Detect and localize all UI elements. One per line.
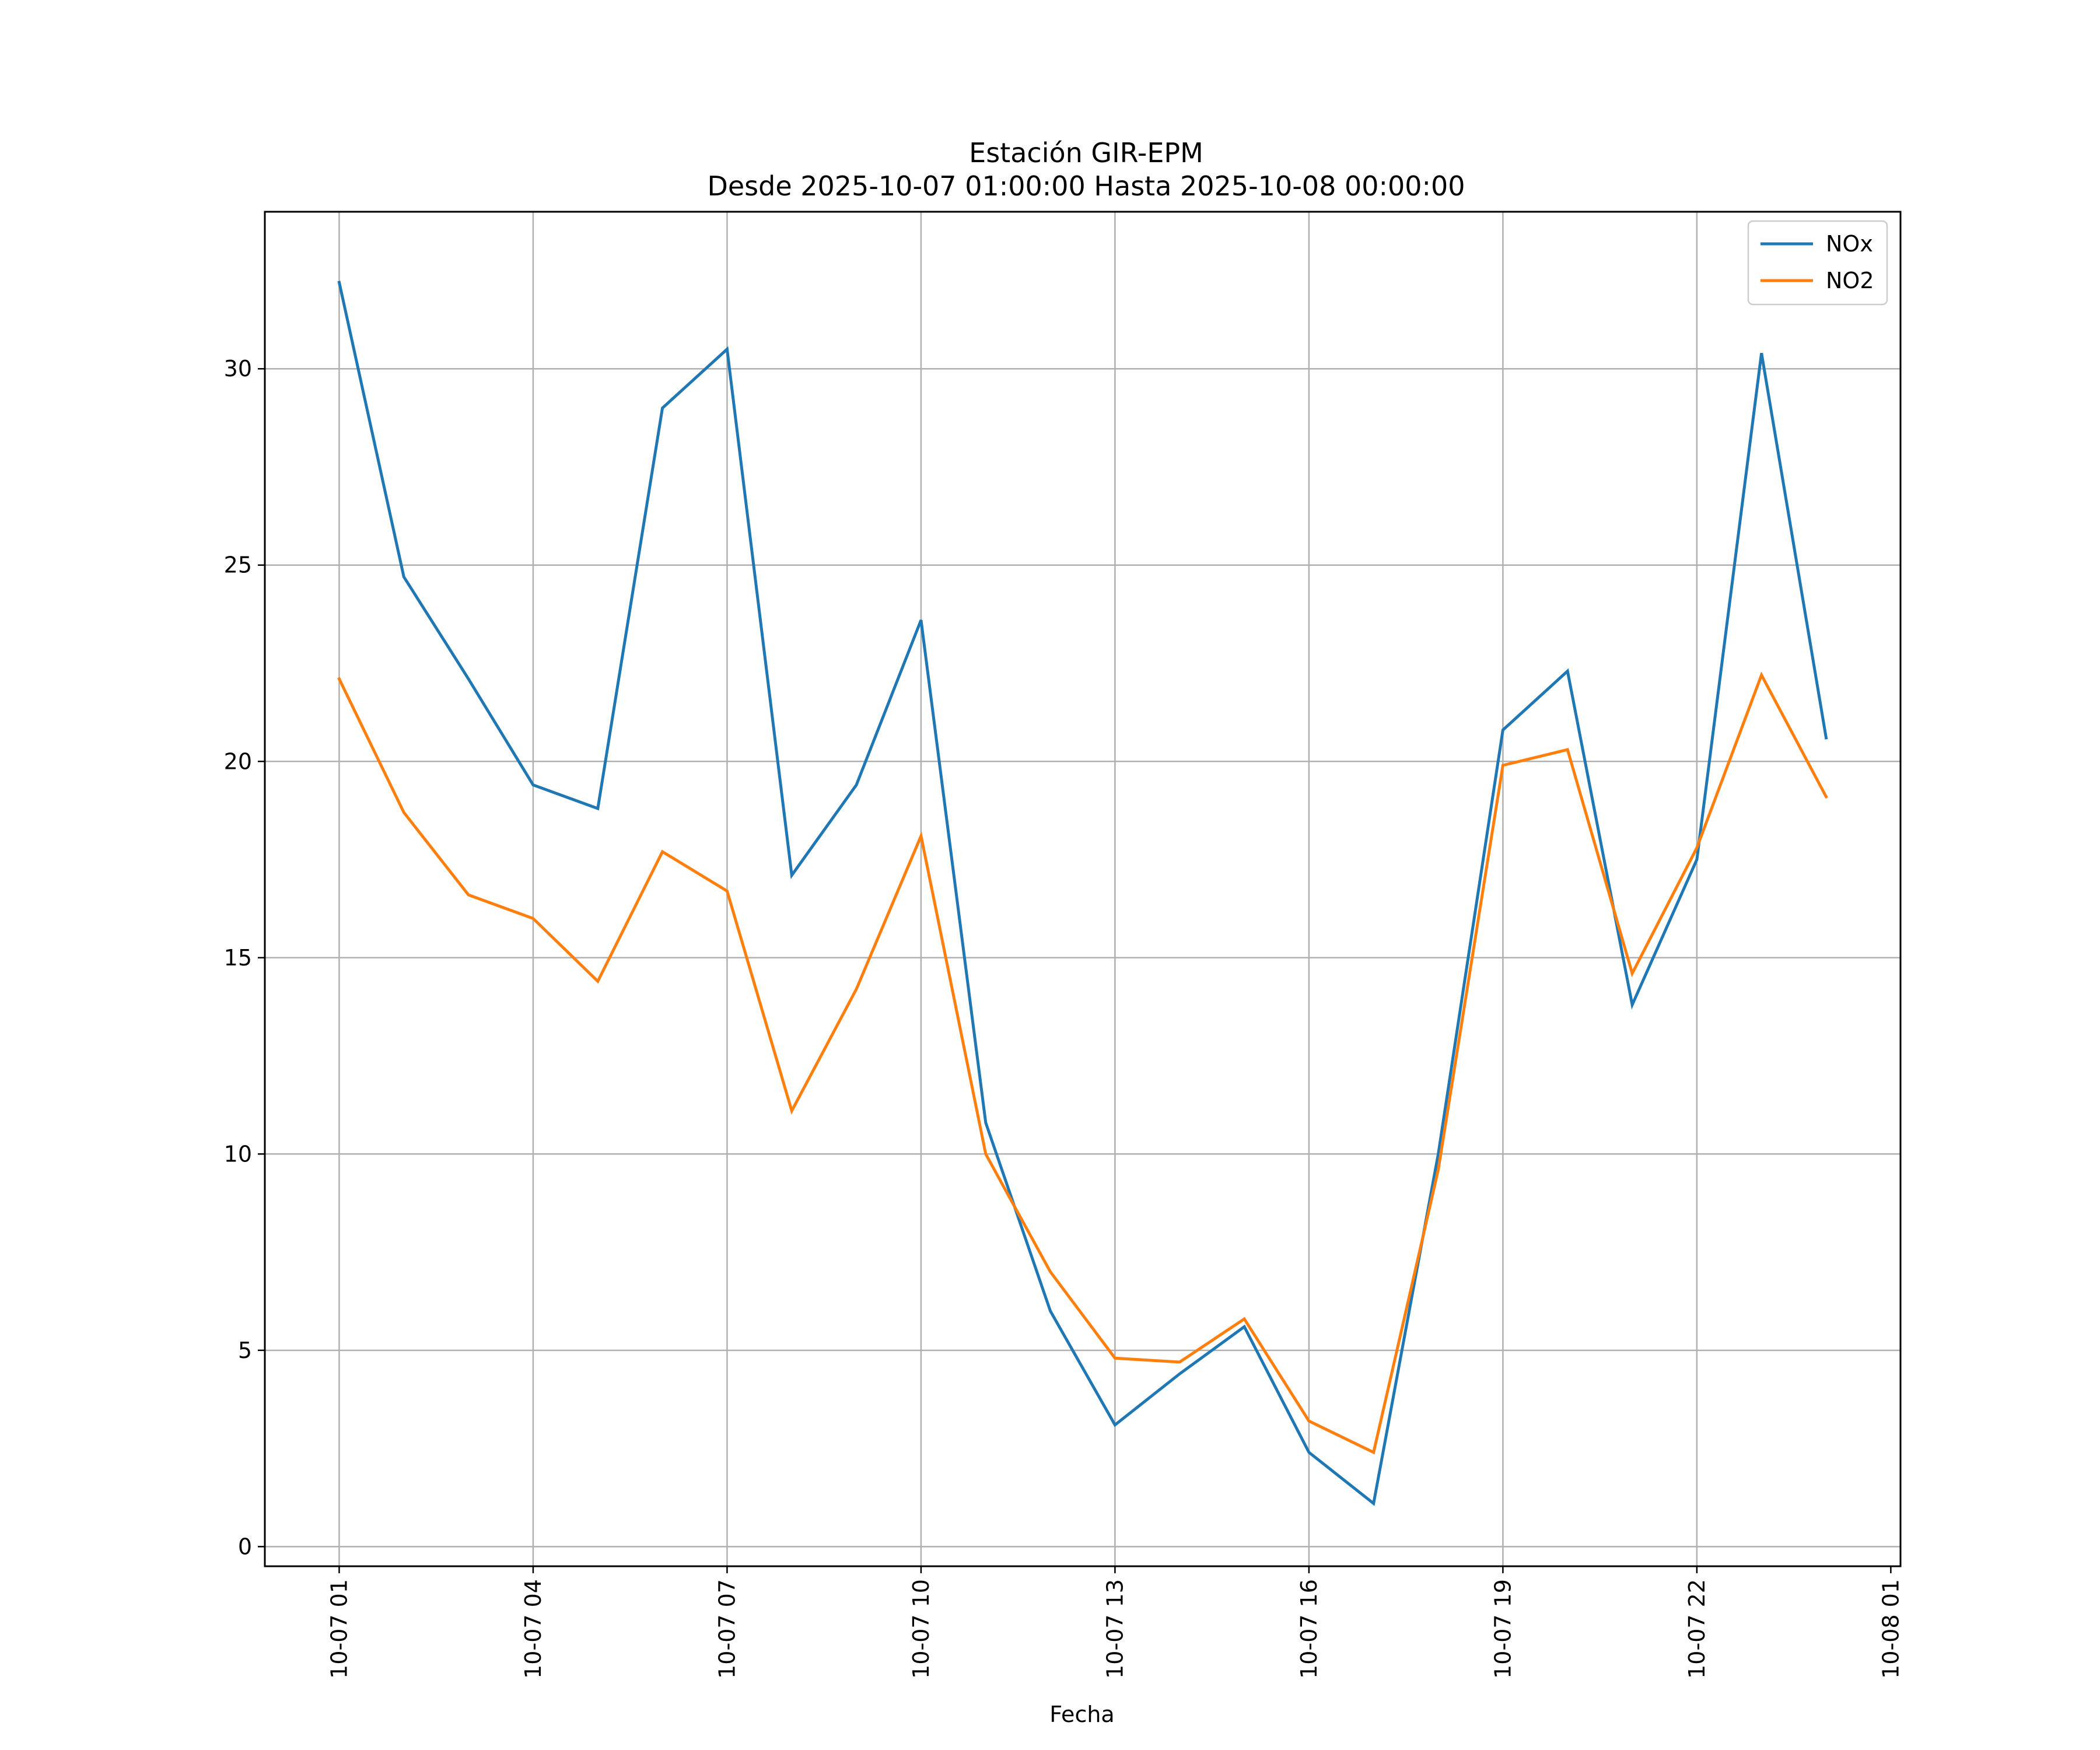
y-tick-label: 20 bbox=[224, 748, 252, 774]
x-axis: 10-07 01 10-07 04 10-07 07 10-07 10 10-07 13… bbox=[326, 1566, 1903, 1679]
y-tick-label: 25 bbox=[224, 552, 252, 578]
chart-title: Estación GIR-EPM bbox=[969, 137, 1203, 169]
legend-box bbox=[1747, 220, 1888, 306]
chart-subtitle: Desde 2025-10-07 01:00:00 Hasta 2025-10-… bbox=[707, 170, 1465, 202]
y-tick-label: 30 bbox=[224, 356, 252, 382]
grid bbox=[265, 212, 1901, 1566]
plot-frame bbox=[264, 211, 1902, 1567]
x-tick-label: 10-07 01 bbox=[326, 1579, 352, 1679]
y-axis: 0 5 10 15 20 25 30 bbox=[224, 356, 265, 1559]
series-line-nox bbox=[337, 281, 1828, 1506]
x-tick-label: 10-07 04 bbox=[520, 1579, 546, 1679]
legend: NOx NO2 bbox=[1747, 220, 1888, 306]
x-tick-label: 10-08 01 bbox=[1878, 1579, 1903, 1679]
legend-label-nox: NOx bbox=[1826, 231, 1873, 257]
series-layer bbox=[337, 281, 1828, 1506]
y-tick-label: 15 bbox=[224, 945, 252, 971]
x-tick-label: 10-07 22 bbox=[1684, 1579, 1710, 1679]
y-tick-label: 10 bbox=[224, 1141, 252, 1167]
y-tick-label: 5 bbox=[238, 1338, 252, 1363]
y-tick-label: 0 bbox=[238, 1534, 252, 1559]
x-tick-label: 10-07 10 bbox=[908, 1579, 934, 1679]
x-tick-label: 10-07 19 bbox=[1490, 1579, 1516, 1679]
legend-label-no2: NO2 bbox=[1826, 268, 1874, 293]
series-line-no2 bbox=[337, 671, 1828, 1455]
x-tick-label: 10-07 13 bbox=[1102, 1579, 1128, 1679]
x-axis-label: Fecha bbox=[1049, 1702, 1114, 1727]
x-tick-label: 10-07 16 bbox=[1296, 1579, 1322, 1679]
x-tick-label: 10-07 07 bbox=[714, 1579, 740, 1679]
